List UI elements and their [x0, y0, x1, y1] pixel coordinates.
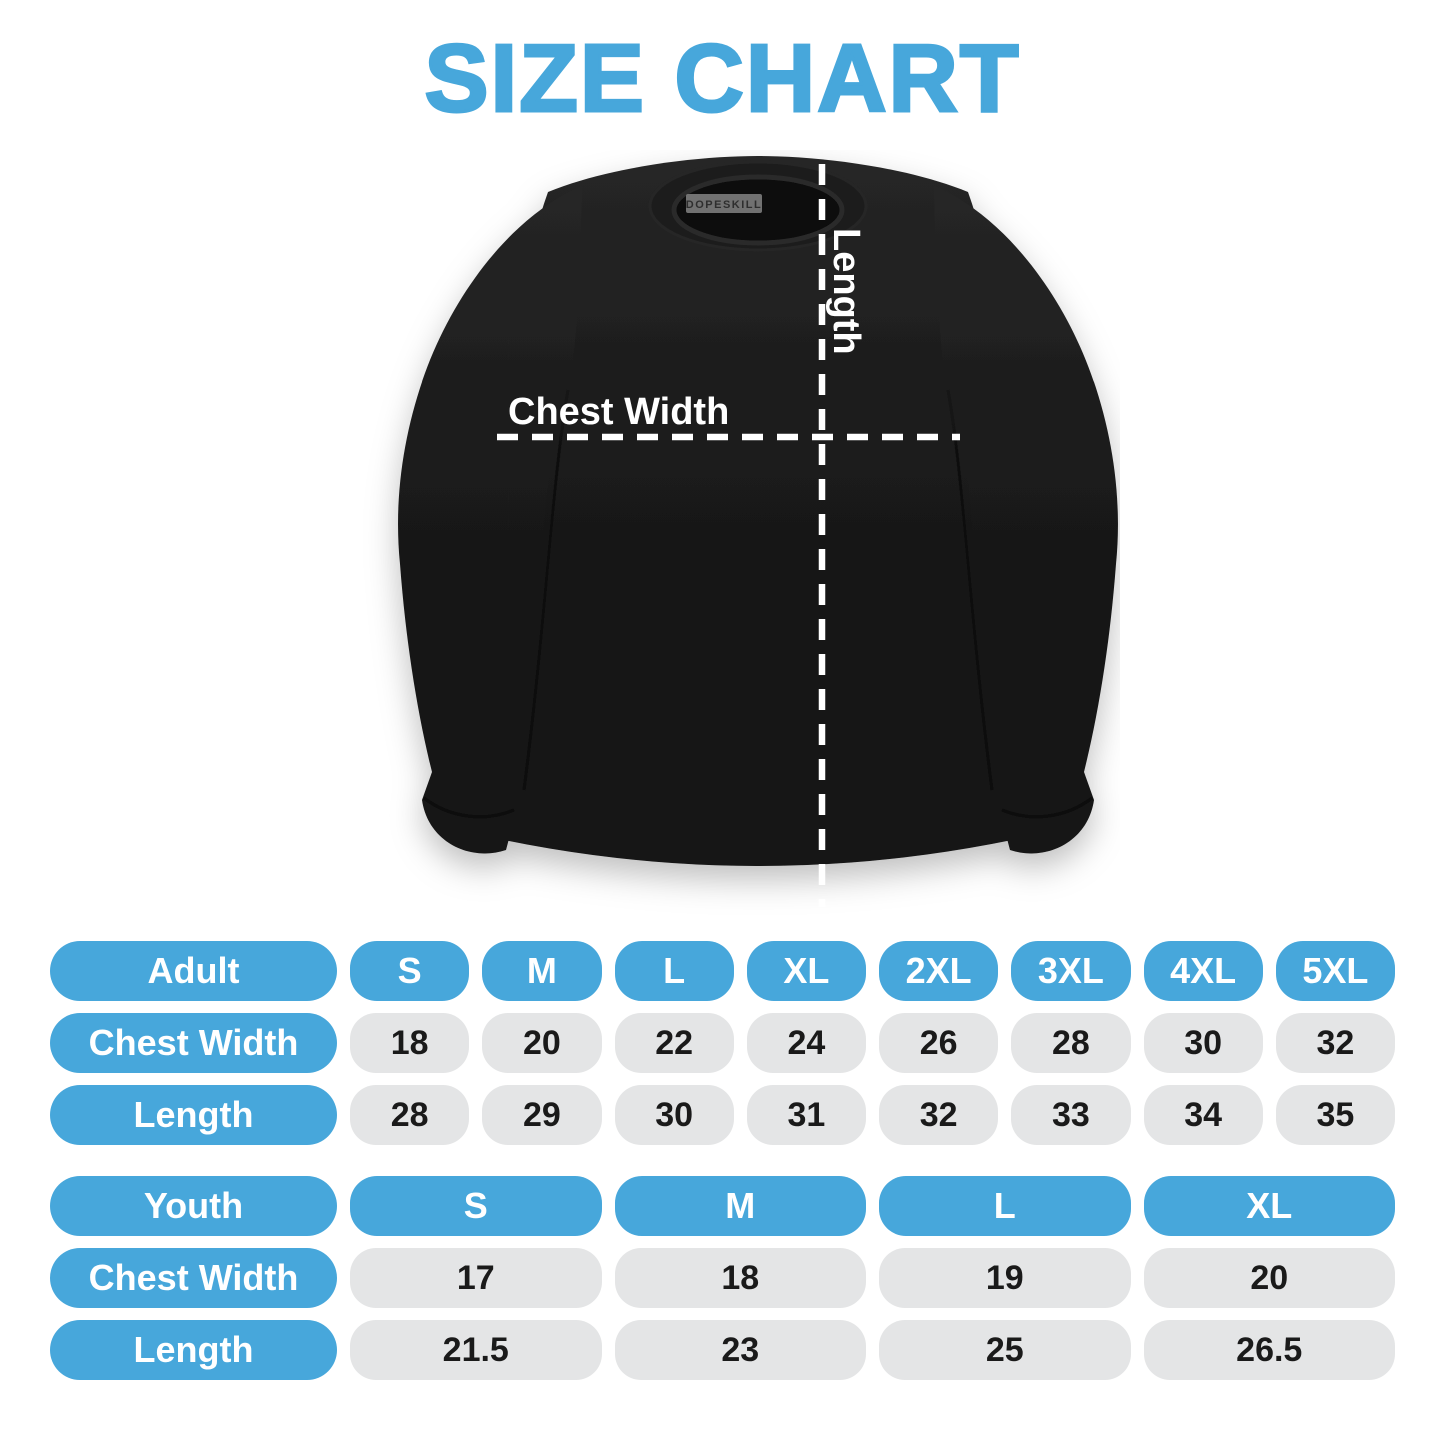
youth-size-m: M: [614, 1176, 866, 1236]
right-cuff-seam: [1001, 796, 1093, 819]
adult-size-5xl: 5XL: [1275, 941, 1395, 1001]
youth-size-l: L: [879, 1176, 1131, 1236]
adult-length-row: Length 28 29 30 31 32 33 34 35: [50, 1085, 1395, 1145]
shirt-diagram: DOPESKILL Chest Width Length: [320, 150, 1120, 925]
table-cell: 33: [1011, 1085, 1131, 1145]
length-label: Length: [825, 228, 867, 355]
left-cuff-seam: [423, 796, 515, 819]
shirt-left-sleeve: [398, 186, 582, 854]
table-cell: 29: [482, 1085, 602, 1145]
table-cell: 24: [746, 1013, 866, 1073]
youth-size-s: S: [350, 1176, 602, 1236]
youth-header-pill: Youth: [50, 1176, 337, 1236]
shirt-silhouette: DOPESKILL: [398, 156, 1118, 866]
table-cell: 19: [879, 1248, 1131, 1308]
table-cell: 28: [350, 1085, 470, 1145]
adult-size-2xl: 2XL: [879, 941, 999, 1001]
table-cell: 32: [1275, 1013, 1395, 1073]
table-cell: 26: [879, 1013, 999, 1073]
right-sleeve-seam: [946, 389, 994, 791]
adult-length-label: Length: [50, 1085, 337, 1145]
table-cell: 28: [1011, 1013, 1131, 1073]
page-title: SIZE CHART: [423, 24, 1021, 134]
shirt-body: [504, 156, 1012, 866]
adult-chest-width-row: Chest Width 18 20 22 24 26 28 30 32: [50, 1013, 1395, 1073]
table-cell: 17: [350, 1248, 602, 1308]
youth-chest-width-row: Chest Width 17 18 19 20: [50, 1248, 1395, 1308]
adult-size-s: S: [350, 941, 470, 1001]
measurement-overlay: Chest Width Length: [497, 164, 960, 907]
table-cell: 30: [1143, 1013, 1263, 1073]
adult-size-xl: XL: [746, 941, 866, 1001]
adult-size-m: M: [482, 941, 602, 1001]
youth-length-row: Length 21.5 23 25 26.5: [50, 1320, 1395, 1380]
adult-size-table: Adult S M L XL 2XL 3XL 4XL 5XL Chest Wid…: [50, 941, 1395, 1145]
adult-chest-width-label: Chest Width: [50, 1013, 337, 1073]
table-cell: 31: [746, 1085, 866, 1145]
youth-header-row: Youth S M L XL: [50, 1176, 1395, 1236]
left-sleeve-seam: [522, 389, 570, 791]
shirt-graphic: DOPESKILL Chest Width Length: [398, 156, 1118, 907]
table-cell: 35: [1275, 1085, 1395, 1145]
table-cell: 18: [350, 1013, 470, 1073]
table-cell: 25: [879, 1320, 1131, 1380]
table-cell: 20: [1143, 1248, 1395, 1308]
youth-size-xl: XL: [1143, 1176, 1395, 1236]
adult-header-row: Adult S M L XL 2XL 3XL 4XL 5XL: [50, 941, 1395, 1001]
table-cell: 23: [614, 1320, 866, 1380]
size-tables: Adult S M L XL 2XL 3XL 4XL 5XL Chest Wid…: [50, 941, 1395, 1392]
table-cell: 32: [879, 1085, 999, 1145]
shirt-right-sleeve: [934, 186, 1118, 854]
youth-chest-width-label: Chest Width: [50, 1248, 337, 1308]
adult-size-4xl: 4XL: [1143, 941, 1263, 1001]
table-cell: 22: [614, 1013, 734, 1073]
table-cell: 18: [614, 1248, 866, 1308]
table-cell: 26.5: [1143, 1320, 1395, 1380]
brand-tag: [686, 194, 762, 213]
table-cell: 34: [1143, 1085, 1263, 1145]
table-cell: 30: [614, 1085, 734, 1145]
adult-size-l: L: [614, 941, 734, 1001]
chest-width-label: Chest Width: [508, 391, 729, 433]
adult-size-3xl: 3XL: [1011, 941, 1131, 1001]
table-cell: 21.5: [350, 1320, 602, 1380]
youth-size-table: Youth S M L XL Chest Width 17 18 19 20 L…: [50, 1176, 1395, 1380]
youth-length-label: Length: [50, 1320, 337, 1380]
adult-header-pill: Adult: [50, 941, 337, 1001]
table-cell: 20: [482, 1013, 602, 1073]
brand-tag-label: DOPESKILL: [686, 199, 762, 211]
